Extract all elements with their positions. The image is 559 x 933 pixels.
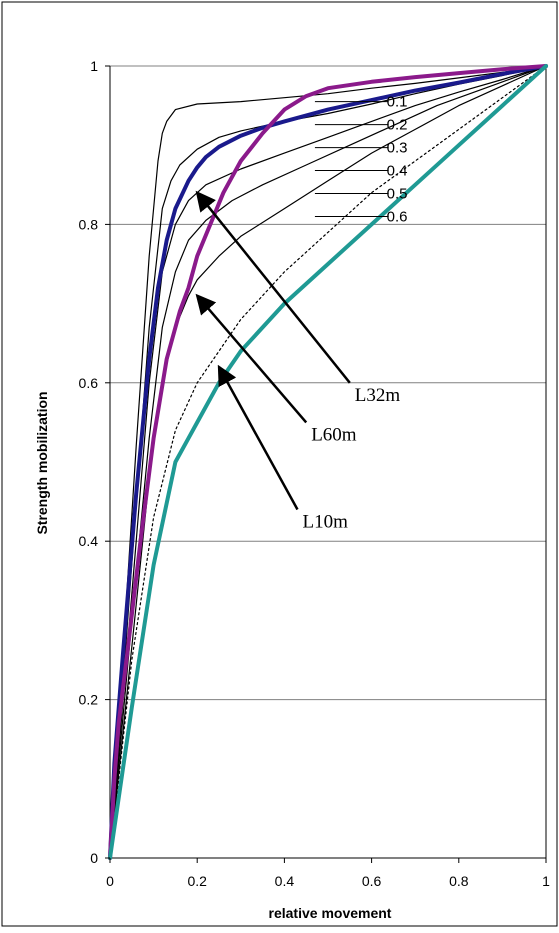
x-tick-label-3: 0.6 (362, 873, 382, 889)
param-label-5: 0.6 (387, 208, 408, 225)
series-group (108, 64, 548, 860)
tick-labels: 0 0.2 0.4 0.6 0.8 1 0 0.2 0.4 0.6 0.8 1 (79, 58, 551, 889)
y-tick-label-1: 0.2 (79, 692, 99, 708)
x-tick-label-4: 0.8 (449, 873, 469, 889)
x-tick-label-5: 1 (542, 873, 550, 889)
series-line-L10m (108, 64, 548, 860)
param-label-3: 0.4 (387, 163, 408, 180)
param-label-2: 0.3 (387, 140, 408, 157)
param-label-0: 0.1 (387, 94, 408, 111)
y-tick-label-0: 0 (90, 850, 98, 866)
y-axis-title: Strength mobilization (34, 391, 50, 534)
annotation-label-L60m: L60m (311, 424, 357, 445)
annotation-arrow-L60m (195, 293, 308, 424)
x-tick-label-2: 0.4 (275, 873, 295, 889)
y-tick-label-2: 0.4 (79, 533, 99, 549)
annotation-arrow-L32m (195, 190, 351, 384)
series-line-dotted-5 (109, 65, 547, 859)
annotation-label-L10m: L10m (302, 512, 348, 533)
series-line-0_3 (109, 65, 547, 859)
param-label-4: 0.5 (387, 186, 408, 203)
gridlines (109, 65, 547, 859)
parameter-labels: 0.1 0.2 0.3 0.4 0.5 0.6 (314, 94, 408, 225)
series-line-0_4 (109, 65, 547, 859)
series-line-L60m (108, 64, 548, 860)
param-label-1: 0.2 (387, 117, 408, 134)
x-axis-title: relative movement (269, 905, 392, 921)
annotation-arrow-L10m (217, 364, 299, 511)
series-line-0_1 (109, 65, 547, 859)
y-tick-label-5: 1 (90, 58, 98, 74)
x-tick-label-1: 0.2 (187, 873, 207, 889)
y-tick-label-4: 0.8 (79, 216, 99, 232)
x-tick-label-0: 0 (106, 873, 114, 889)
annotation-label-L32m: L32m (355, 385, 401, 406)
y-tick-label-3: 0.6 (79, 375, 99, 391)
series-line-L32m (108, 64, 548, 860)
annotations: L32m L60m L10m (195, 190, 401, 533)
